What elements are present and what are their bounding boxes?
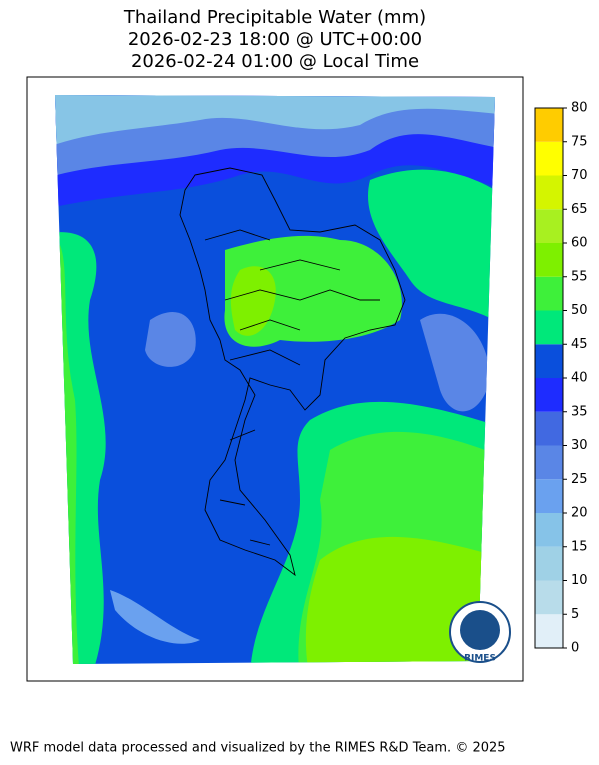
colorbar-tick-label: 25 [571, 472, 588, 487]
colorbar-tick-label: 35 [571, 404, 588, 419]
colorbar-bin [535, 614, 563, 648]
colorbar-bin [535, 310, 563, 345]
footer: WRF model data processed and visualized … [10, 741, 506, 756]
colorbar-tick-label: 15 [571, 539, 588, 554]
colorbar-tick-label: 30 [571, 438, 588, 453]
colorbar-bin [535, 378, 563, 412]
colorbar-tick-label: 45 [571, 337, 588, 352]
title-line: 2026-02-24 01:00 @ Local Time [131, 51, 419, 72]
colorbar-tick-label: 65 [571, 202, 588, 217]
colorbar-tick-label: 55 [571, 269, 588, 284]
colorbar-tick-label: 75 [571, 134, 588, 149]
colorbar-bin [535, 580, 563, 615]
colorbar-tick-label: 20 [571, 506, 588, 521]
colorbar-tick-label: 50 [571, 303, 588, 318]
logo: RIMES [449, 601, 511, 664]
colorbar-bin [535, 344, 563, 378]
colorbar-bin [535, 445, 563, 480]
title-line: Thailand Precipitable Water (mm) [123, 7, 426, 28]
colorbar-bin [535, 108, 563, 142]
colorbar-tick-label: 5 [571, 607, 579, 622]
logo-text: RIMES [464, 654, 496, 664]
province-borders [179, 167, 406, 577]
colorbar: 0 5 10 15 20 25 30 35 40 45 50 55 60 65 70 75 80 [535, 101, 588, 656]
colorbar-bin [535, 141, 563, 176]
colorbar-bin [535, 276, 563, 311]
colorbar-tick-label: 10 [571, 573, 588, 588]
colorbar-bin [535, 479, 563, 513]
colorbar-bin [535, 209, 563, 243]
title-line: 2026-02-23 18:00 @ UTC+00:00 [128, 29, 422, 50]
colorbar-tick-label: 80 [571, 101, 588, 116]
colorbar-tick-label: 60 [571, 236, 588, 251]
colorbar-tick-label: 0 [571, 641, 579, 656]
colorbar-tick-label: 40 [571, 371, 588, 386]
colorbar-bin [535, 411, 563, 446]
colorbar-tick-label: 70 [571, 168, 588, 183]
colorbar-frame [534, 107, 564, 649]
colorbar-bin [535, 243, 563, 277]
colorbar-bin [535, 513, 563, 547]
colorbar-bin [535, 175, 563, 210]
map-field [55, 95, 495, 664]
colorbar-bin [535, 546, 563, 581]
